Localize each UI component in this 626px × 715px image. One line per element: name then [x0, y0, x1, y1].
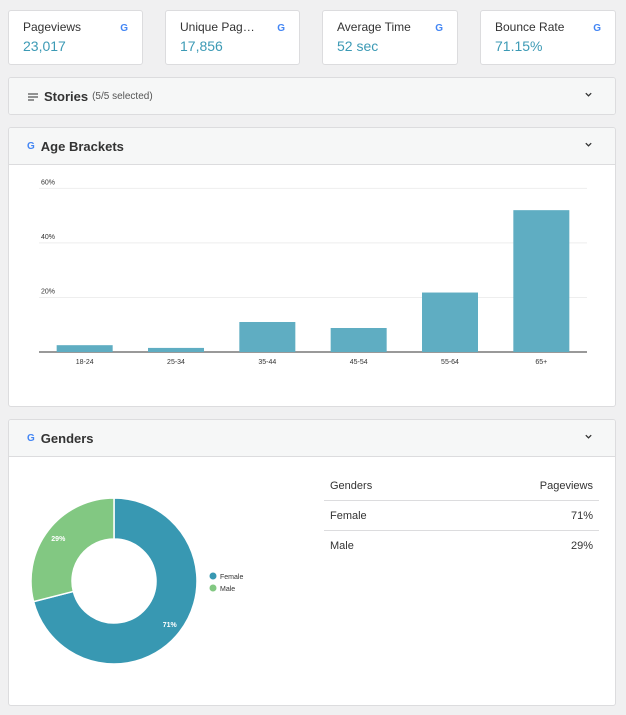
- column-header: Pageviews: [539, 479, 593, 492]
- table-cell: 71%: [570, 509, 593, 522]
- panel-title: Age Brackets: [40, 138, 124, 154]
- google-icon: G: [435, 23, 443, 34]
- bar-18-24[interactable]: [56, 345, 113, 352]
- stat-value: 52 sec: [337, 38, 379, 54]
- stat-card-average-time: Average Time 52 sec G: [322, 10, 458, 65]
- stat-label: Pageviews: [23, 20, 82, 34]
- bar-45-54[interactable]: [330, 327, 387, 352]
- google-icon: G: [27, 432, 35, 444]
- google-icon: G: [120, 23, 128, 34]
- chevron-down-icon[interactable]: [584, 140, 593, 149]
- bar-25-34[interactable]: [148, 347, 204, 352]
- google-icon: G: [27, 140, 35, 152]
- legend-swatch: [209, 572, 217, 580]
- slice-label: 29%: [51, 536, 66, 543]
- chevron-down-icon[interactable]: [584, 432, 593, 441]
- legend-label: Male: [220, 586, 235, 593]
- table-cell: 29%: [570, 540, 593, 552]
- slice-female[interactable]: [32, 497, 198, 665]
- y-tick-label: 40%: [41, 234, 55, 241]
- stories-panel: Stories (5/5 selected): [8, 77, 616, 115]
- age-brackets-panel: G Age Brackets 20% 40% 60% 18-24 25-34 35-44 4…: [8, 127, 616, 407]
- table-row: Male 29%: [324, 531, 599, 561]
- panel-title: Genders: [40, 430, 94, 446]
- genders-panel-header[interactable]: G Genders: [9, 420, 615, 457]
- x-tick-label: 18-24: [76, 359, 94, 366]
- x-tick-label: 25-34: [167, 359, 185, 366]
- genders-panel: G Genders 71% 29% Female Male Genders Pagev…: [8, 419, 616, 706]
- panel-subtitle: (5/5 selected): [92, 91, 153, 102]
- genders-table: Genders Pageviews Female 71% Male 29%: [324, 471, 599, 561]
- table-cell: Male: [330, 540, 354, 552]
- google-icon: G: [277, 23, 285, 34]
- stat-card-pageviews: Pageviews 23,017 G: [8, 10, 143, 65]
- stories-panel-header[interactable]: Stories (5/5 selected): [9, 78, 615, 114]
- table-row: Female 71%: [324, 501, 599, 531]
- chevron-down-icon[interactable]: [584, 90, 593, 99]
- x-tick-label: 65+: [535, 359, 547, 366]
- lines-icon: [28, 92, 38, 101]
- x-tick-label: 55-64: [441, 359, 459, 366]
- slice-label: 71%: [163, 622, 178, 629]
- stat-card-unique-pageviews: Unique Pageviews 17,856 G: [165, 10, 300, 65]
- stat-label: Bounce Rate: [495, 20, 565, 34]
- table-header-row: Genders Pageviews: [324, 471, 599, 501]
- stat-label: Average Time: [337, 20, 411, 34]
- y-tick-label: 60%: [41, 179, 55, 186]
- genders-donut-chart: 71% 29% Female Male: [30, 497, 243, 665]
- stat-value: 23,017: [23, 38, 66, 54]
- panel-title: Stories: [44, 89, 89, 104]
- stat-label: Unique Pageviews: [180, 20, 260, 34]
- y-tick-label: 20%: [41, 288, 55, 295]
- stat-card-bounce-rate: Bounce Rate 71.15% G: [480, 10, 616, 65]
- legend-swatch: [209, 584, 217, 592]
- age-panel-header[interactable]: G Age Brackets: [9, 128, 615, 165]
- bar-55-64[interactable]: [422, 292, 478, 352]
- stat-value: 17,856: [180, 38, 223, 54]
- x-tick-label: 35-44: [258, 359, 276, 366]
- bar-65+[interactable]: [513, 210, 570, 352]
- legend-label: Female: [220, 574, 243, 581]
- age-brackets-chart: 20% 40% 60% 18-24 25-34 35-44 45-54 55-64 65+: [39, 179, 587, 366]
- bar-35-44[interactable]: [239, 321, 296, 352]
- google-icon: G: [593, 23, 601, 34]
- column-header: Genders: [330, 479, 373, 492]
- x-tick-label: 45-54: [350, 359, 368, 366]
- slice-male[interactable]: [30, 497, 115, 603]
- table-cell: Female: [330, 509, 367, 522]
- stat-value: 71.15%: [495, 38, 543, 54]
